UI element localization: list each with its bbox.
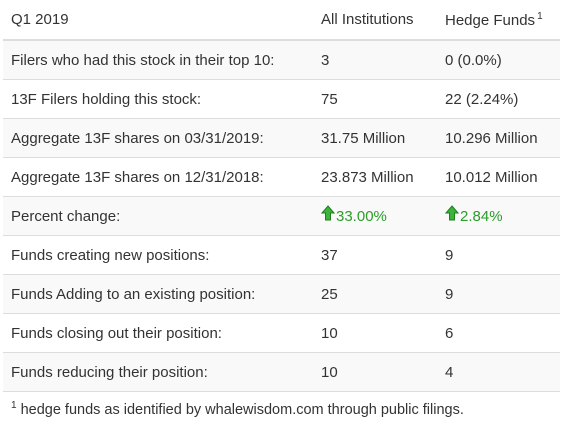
all-institutions-value: 10 — [313, 352, 437, 392]
hedge-funds-value: 2.84% — [437, 196, 560, 236]
table-row: Filers who had this stock in their top 1… — [3, 39, 560, 80]
table-row: Aggregate 13F shares on 12/31/2018: 23.8… — [3, 157, 560, 197]
hedge-funds-value: 10.012 Million — [437, 157, 560, 197]
row-label: Filers who had this stock in their top 1… — [3, 39, 313, 80]
percent-change-value: 33.00% — [336, 207, 387, 225]
hedge-funds-value: 0 (0.0%) — [437, 39, 560, 80]
table-row: Funds creating new positions: 37 9 — [3, 235, 560, 275]
row-label: Aggregate 13F shares on 12/31/2018: — [3, 157, 313, 197]
percent-change-increase: 33.00% — [321, 204, 387, 225]
hedge-funds-value: 9 — [437, 235, 560, 275]
table-row: Funds closing out their position: 10 6 — [3, 313, 560, 353]
all-institutions-value: 10 — [313, 313, 437, 353]
hedge-funds-value: 9 — [437, 274, 560, 314]
period-header: Q1 2019 — [3, 0, 313, 41]
hedge-funds-header: Hedge Funds 1 — [437, 0, 560, 41]
all-institutions-value: 75 — [313, 79, 437, 119]
holdings-table: Q1 2019 All Institutions Hedge Funds 1 Fi… — [3, 0, 560, 392]
footnote-marker: 1 — [537, 10, 543, 22]
table-row: Funds Adding to an existing position: 25… — [3, 274, 560, 314]
all-institutions-value: 33.00% — [313, 196, 437, 236]
all-institutions-value: 25 — [313, 274, 437, 314]
percent-change-value: 2.84% — [460, 207, 503, 225]
row-label: Funds reducing their position: — [3, 352, 313, 392]
table-header-row: Q1 2019 All Institutions Hedge Funds 1 — [3, 0, 560, 41]
holdings-summary: Q1 2019 All Institutions Hedge Funds 1 Fi… — [3, 0, 560, 392]
footnote-text: hedge funds as identified by whalewisdom… — [20, 402, 464, 418]
all-institutions-value: 23.873 Million — [313, 157, 437, 197]
hedge-funds-header-label: Hedge Funds — [445, 11, 536, 29]
table-row: Funds reducing their position: 10 4 — [3, 352, 560, 392]
footnote-mark: 1 — [11, 400, 17, 411]
green-up-arrow-icon — [321, 204, 335, 220]
hedge-funds-value: 22 (2.24%) — [437, 79, 560, 119]
hedge-funds-value: 10.296 Million — [437, 118, 560, 158]
table-row: Percent change: 33.00% 2.84% — [3, 196, 560, 236]
all-institutions-value: 3 — [313, 39, 437, 80]
row-label: Funds Adding to an existing position: — [3, 274, 313, 314]
row-label: Aggregate 13F shares on 03/31/2019: — [3, 118, 313, 158]
table-row: Aggregate 13F shares on 03/31/2019: 31.7… — [3, 118, 560, 158]
percent-change-increase: 2.84% — [445, 204, 503, 225]
footnote: 1 hedge funds as identified by whalewisdo… — [11, 400, 464, 418]
row-label: Funds closing out their position: — [3, 313, 313, 353]
hedge-funds-value: 4 — [437, 352, 560, 392]
table-row: 13F Filers holding this stock: 75 22 (2.… — [3, 79, 560, 119]
all-institutions-value: 37 — [313, 235, 437, 275]
row-label: Funds creating new positions: — [3, 235, 313, 275]
all-institutions-value: 31.75 Million — [313, 118, 437, 158]
green-up-arrow-icon — [445, 204, 459, 220]
row-label: Percent change: — [3, 196, 313, 236]
row-label: 13F Filers holding this stock: — [3, 79, 313, 119]
hedge-funds-value: 6 — [437, 313, 560, 353]
all-institutions-header: All Institutions — [313, 0, 437, 41]
